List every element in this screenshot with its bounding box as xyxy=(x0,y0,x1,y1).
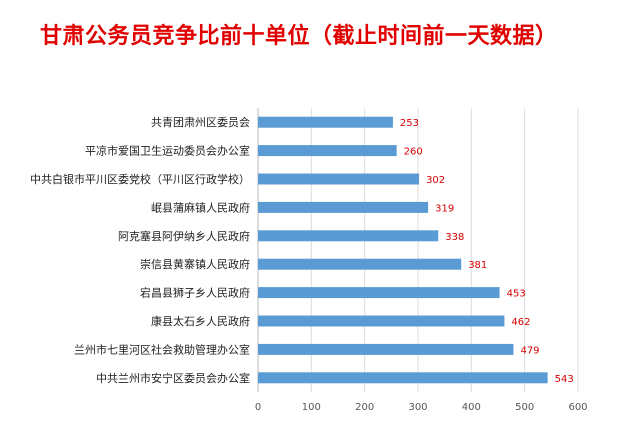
value-label-1: 260 xyxy=(404,147,423,158)
bar-2 xyxy=(258,173,420,185)
chart-title: 甘肃公务员竞争比前十单位（截止时间前一天数据） xyxy=(40,24,558,49)
value-label-0: 253 xyxy=(400,118,419,129)
bar-8 xyxy=(258,343,514,355)
value-label-9: 543 xyxy=(555,374,574,385)
bar-1 xyxy=(258,145,397,157)
bar-9 xyxy=(258,372,548,384)
bar-6 xyxy=(258,287,500,299)
value-label-2: 302 xyxy=(426,175,445,186)
value-label-6: 453 xyxy=(507,289,526,300)
value-label-4: 338 xyxy=(445,232,464,243)
category-label-9: 中共兰州市安宁区委员会办公室 xyxy=(96,371,250,385)
bar-4 xyxy=(258,230,439,242)
x-tick-label-4: 400 xyxy=(462,402,481,413)
x-tick-label-1: 100 xyxy=(302,402,321,413)
x-tick-label-5: 500 xyxy=(515,402,534,413)
x-tick-label-2: 200 xyxy=(355,402,374,413)
bar-5 xyxy=(258,258,462,270)
category-label-2: 中共白银市平川区委党校（平川区行政学校） xyxy=(30,172,250,186)
bar-0 xyxy=(258,116,393,128)
category-label-8: 兰州市七里河区社会救助管理办公室 xyxy=(74,342,250,356)
value-label-7: 462 xyxy=(511,317,530,328)
category-label-6: 宕昌县狮子乡人民政府 xyxy=(140,286,250,300)
category-label-3: 岷县蒲麻镇人民政府 xyxy=(151,200,250,214)
bar-7 xyxy=(258,315,505,327)
x-tick-label-3: 300 xyxy=(408,402,427,413)
category-label-1: 平凉市爱国卫生运动委员会办公室 xyxy=(85,144,250,158)
category-label-4: 阿克塞县阿伊纳乡人民政府 xyxy=(118,229,250,243)
x-tick-label-0: 0 xyxy=(255,402,261,413)
value-label-5: 381 xyxy=(468,260,487,271)
value-label-3: 319 xyxy=(435,203,454,214)
category-label-0: 共青团肃州区委员会 xyxy=(151,116,250,129)
x-tick-label-6: 600 xyxy=(568,402,587,413)
category-label-5: 崇信县黄寨镇人民政府 xyxy=(140,257,250,271)
category-label-7: 康县太石乡人民政府 xyxy=(151,314,250,328)
bar-3 xyxy=(258,201,429,213)
value-label-8: 479 xyxy=(520,345,539,356)
